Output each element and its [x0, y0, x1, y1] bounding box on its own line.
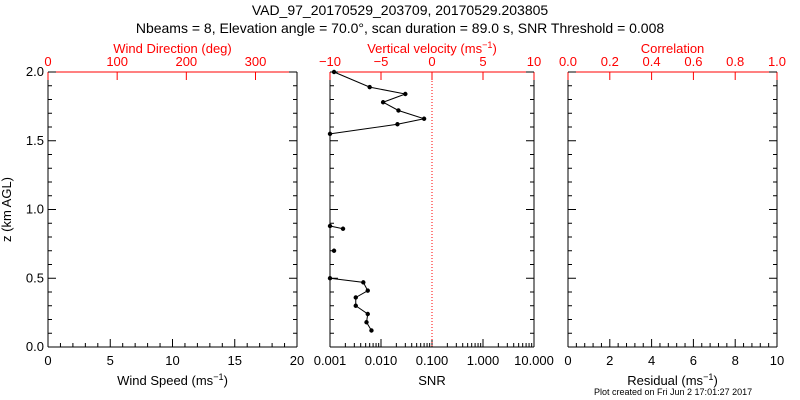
middle-xtick-label: 0.001 [314, 353, 347, 368]
right-top-axis-label: Correlation [641, 41, 705, 56]
right-xtick-label: 6 [690, 353, 697, 368]
middle-top-tick-label: 0 [428, 54, 435, 69]
snr-data-point [327, 223, 333, 229]
snr-data-point [421, 116, 427, 121]
left-top-tick-label: 300 [245, 54, 267, 69]
right-top-tick-label: 0.2 [601, 54, 619, 69]
right-top-tick-label: 1.0 [768, 54, 786, 69]
yaxis-label: z (km AGL) [0, 177, 14, 242]
right-xtick-label: 2 [606, 353, 613, 368]
ytick-label: 2.0 [26, 64, 44, 79]
snr-data-point [353, 295, 358, 300]
snr-data-point [327, 276, 333, 281]
right-xtick-label: 0 [564, 353, 571, 368]
ytick-label: 0.0 [26, 339, 44, 354]
left-top-tick-label: 200 [175, 54, 197, 69]
middle-top-axis-label: Vertical velocity (ms−1) [367, 40, 497, 56]
plot-created-footnote: Plot created on Fri Jun 2 17:01:27 2017 [594, 387, 753, 397]
snr-data-point [331, 248, 337, 253]
ytick-label: 1.0 [26, 202, 44, 217]
snr-data-point [331, 69, 337, 75]
left-xaxis-label: Wind Speed (ms−1) [117, 372, 228, 388]
right-xtick-label: 10 [770, 353, 784, 368]
right-top-tick-label: 0.8 [726, 54, 744, 69]
left-top-axis-label: Wind Direction (deg) [113, 41, 232, 56]
left-xtick-label: 0 [44, 353, 51, 368]
chart-title: VAD_97_20170529_203709, 20170529.203805 [251, 2, 549, 18]
ytick-label: 1.5 [26, 133, 44, 148]
middle-top-tick-label: −5 [374, 54, 389, 69]
middle-top-tick-label: 5 [479, 54, 486, 69]
chart-subtitle: Nbeams = 8, Elevation angle = 70.0°, sca… [135, 20, 665, 36]
middle-xtick-label: 0.100 [416, 353, 449, 368]
middle-top-tick-label: 10 [527, 54, 541, 69]
snr-profile-line-1 [329, 225, 344, 230]
right-xtick-label: 8 [732, 353, 739, 368]
snr-data-point [361, 280, 366, 285]
snr-profile-line-0 [329, 71, 427, 135]
snr-data-point [369, 328, 374, 333]
snr-data-point [380, 100, 386, 105]
left-xtick-label: 10 [165, 353, 179, 368]
snr-data-point [365, 288, 370, 293]
snr-data-point [403, 91, 408, 97]
ytick-label: 0.5 [26, 270, 44, 285]
middle-top-tick-label: −10 [319, 54, 341, 69]
middle-xtick-label: 10.000 [514, 353, 554, 368]
left-xtick-label: 5 [107, 353, 114, 368]
right-xaxis-label: Residual (ms−1) [627, 372, 718, 388]
middle-xaxis-label: SNR [418, 373, 445, 388]
snr-data-point [396, 108, 401, 113]
snr-data-point [353, 303, 358, 308]
snr-data-point [340, 226, 346, 231]
snr-data-point [395, 122, 400, 127]
snr-data-point [365, 311, 370, 317]
snr-data-point [327, 131, 333, 137]
snr-data-point [367, 84, 372, 90]
right-top-tick-label: 0.0 [559, 54, 577, 69]
left-top-tick-label: 0 [44, 54, 51, 69]
right-top-tick-label: 0.6 [684, 54, 702, 69]
right-top-tick-label: 0.4 [643, 54, 661, 69]
snr-data-point [364, 320, 369, 325]
middle-xtick-label: 1.000 [467, 353, 500, 368]
left-xtick-label: 15 [228, 353, 242, 368]
middle-xtick-label: 0.010 [365, 353, 398, 368]
right-xtick-label: 4 [648, 353, 655, 368]
left-xtick-label: 20 [290, 353, 304, 368]
left-top-tick-label: 100 [106, 54, 128, 69]
